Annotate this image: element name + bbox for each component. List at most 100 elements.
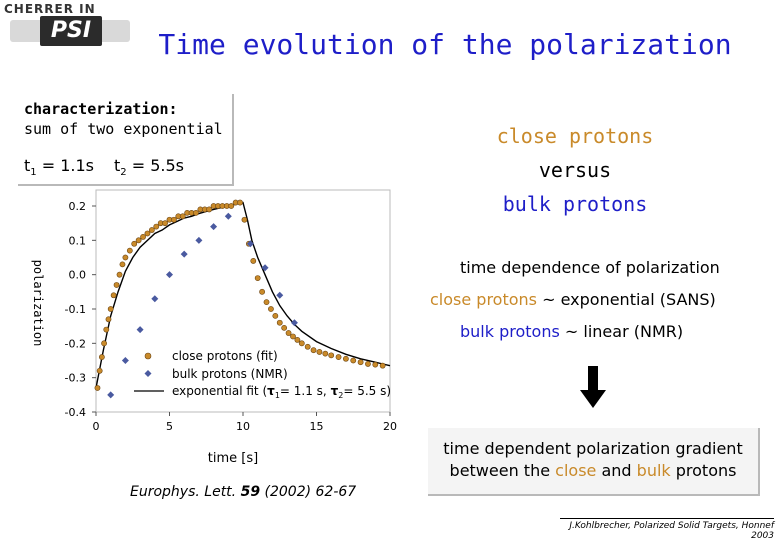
bulk-proton-point	[180, 250, 188, 258]
close-proton-point	[153, 223, 160, 230]
y-tick-label: -0.3	[65, 372, 86, 385]
close-proton-point	[379, 362, 386, 369]
close-proton-point	[304, 343, 311, 350]
y-tick-label: 0.2	[69, 200, 87, 213]
y-tick-label: 0.0	[69, 269, 87, 282]
close-proton-point	[103, 326, 110, 333]
close-protons-heading: close protons	[496, 124, 654, 148]
x-tick-label: 15	[310, 420, 324, 433]
close-proton-point	[110, 292, 117, 299]
close-proton-point	[250, 258, 257, 264]
bulk-protons-line: bulk protons ~ linear (NMR)	[460, 322, 684, 341]
bulk-proton-point	[261, 264, 269, 272]
legend-fit-label: exponential fit (τ1= 1.1 s, τ2= 5.5 s)	[172, 384, 391, 400]
x-tick-label: 0	[93, 420, 100, 433]
close-proton-point	[272, 312, 279, 319]
characterization-box: characterization: sum of two exponential…	[18, 94, 234, 186]
close-proton-point	[162, 220, 168, 227]
close-proton-point	[131, 240, 138, 247]
close-proton-point	[263, 299, 270, 306]
close-proton-point	[276, 319, 283, 326]
close-proton-point	[179, 213, 186, 220]
legend-close-marker	[144, 352, 152, 360]
close-proton-point	[135, 237, 142, 244]
bulk-proton-point	[121, 357, 129, 364]
close-proton-point	[350, 357, 357, 364]
close-proton-point	[259, 288, 266, 295]
x-tick-label: 20	[383, 420, 397, 433]
legend-bulk-label: bulk protons (NMR)	[172, 367, 288, 381]
close-proton-point	[237, 199, 243, 206]
close-proton-point	[126, 247, 133, 254]
close-proton-point	[96, 367, 103, 374]
conclusion-box: time dependent polarization gradient bet…	[428, 428, 760, 496]
polarization-chart: 0.2 0.1 0.0 -0.1 -0.2 -0.3 -0.4 0 5 10 15 20 time [s…	[31, 189, 397, 466]
bulk-proton-point	[224, 212, 232, 220]
close-proton-point	[144, 230, 151, 237]
close-proton-point	[342, 355, 349, 362]
bulk-proton-point	[210, 223, 218, 231]
x-axis-label: time [s]	[208, 451, 258, 466]
y-tick-label: -0.1	[65, 303, 86, 316]
conclusion-line1: time dependent polarization gradient	[443, 439, 743, 458]
down-arrow-icon	[580, 366, 606, 408]
close-proton-point	[101, 340, 107, 347]
close-proton-point	[113, 282, 120, 288]
legend-close-label: close protons (fit)	[172, 349, 278, 363]
bulk-proton-point	[246, 240, 254, 248]
time-dependence-heading: time dependence of polarization	[460, 258, 720, 277]
versus-text: versus	[538, 158, 612, 182]
close-proton-point	[372, 361, 379, 368]
close-proton-point	[206, 206, 213, 213]
close-proton-point	[116, 271, 123, 278]
x-tick-label: 10	[236, 420, 250, 433]
bulk-proton-point	[166, 271, 173, 279]
tau2-label: t2 = 5.5s	[114, 156, 185, 179]
close-proton-point	[254, 275, 261, 281]
close-proton-point	[140, 234, 146, 240]
close-proton-point	[290, 333, 296, 340]
close-proton-point	[268, 306, 274, 312]
close-proton-point	[328, 352, 335, 359]
characterization-text: sum of two exponential	[24, 120, 223, 138]
close-proton-point	[281, 324, 288, 331]
page-title: Time evolution of the polarization	[158, 28, 732, 61]
close-proton-point	[105, 316, 112, 323]
close-proton-point	[94, 385, 101, 391]
close-proton-point	[310, 347, 317, 354]
y-tick-label: -0.2	[65, 337, 86, 350]
footer-credit: J.Kohlbrecher, Polarized Solid Targets, …	[560, 518, 774, 541]
conclusion-line2: between the close and bulk protons	[449, 461, 737, 480]
legend-bulk-marker	[144, 370, 152, 377]
logo-top-text: CHERRER IN	[4, 2, 96, 16]
logo-psi: PSI	[40, 16, 102, 46]
close-proton-point	[241, 216, 248, 223]
reference-citation: Europhys. Lett. 59 (2002) 62-67	[130, 484, 357, 500]
bulk-proton-point	[151, 295, 159, 303]
close-proton-point	[193, 209, 199, 216]
close-proton-point	[122, 254, 129, 261]
y-axis-label: polarization	[31, 260, 45, 347]
bulk-proton-point	[107, 391, 115, 399]
close-proton-point	[119, 261, 126, 268]
close-proton-point	[298, 340, 305, 347]
y-tick-label: -0.4	[65, 406, 86, 419]
y-tick-label: 0.1	[69, 234, 87, 247]
bulk-proton-point	[195, 236, 203, 244]
characterization-heading: characterization:	[24, 100, 178, 118]
bulk-proton-point	[276, 291, 284, 299]
close-proton-point	[322, 350, 329, 357]
close-proton-point	[365, 361, 371, 367]
close-proton-point	[98, 354, 105, 360]
bulk-proton-point	[136, 326, 144, 334]
close-proton-point	[294, 336, 301, 343]
close-protons-line: close protons ~ exponential (SANS)	[430, 290, 716, 309]
x-tick-label: 5	[166, 420, 173, 433]
close-proton-point	[316, 349, 323, 355]
close-proton-point	[228, 203, 235, 209]
close-proton-point	[285, 330, 292, 336]
tau1-label: t1 = 1.1s	[24, 156, 95, 179]
close-proton-point	[171, 216, 177, 223]
close-proton-point	[335, 354, 342, 360]
bulk-protons-heading: bulk protons	[502, 192, 648, 216]
